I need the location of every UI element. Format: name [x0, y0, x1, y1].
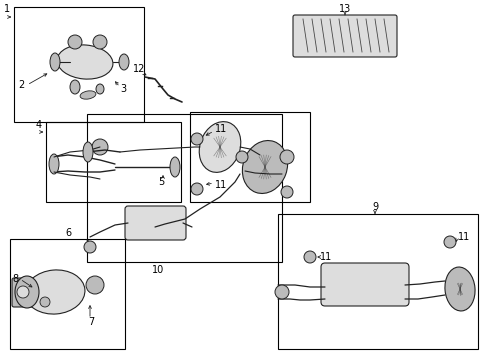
Text: 3: 3	[120, 84, 126, 94]
Circle shape	[191, 133, 203, 145]
Ellipse shape	[50, 53, 60, 71]
Text: 11: 11	[214, 180, 227, 190]
Ellipse shape	[25, 270, 85, 314]
Circle shape	[191, 183, 203, 195]
Bar	[14, 7, 144, 122]
Circle shape	[274, 285, 288, 299]
Ellipse shape	[199, 122, 240, 172]
Text: 11: 11	[214, 124, 227, 134]
Ellipse shape	[170, 157, 180, 177]
Text: 11: 11	[457, 232, 469, 242]
Text: 5: 5	[158, 177, 164, 187]
Circle shape	[93, 35, 107, 49]
Circle shape	[92, 139, 108, 155]
Ellipse shape	[49, 154, 59, 174]
FancyBboxPatch shape	[320, 263, 408, 306]
Text: 7: 7	[88, 317, 94, 327]
Ellipse shape	[70, 80, 80, 94]
Ellipse shape	[444, 267, 474, 311]
Bar	[277, 214, 477, 349]
Bar	[190, 112, 309, 202]
Circle shape	[84, 241, 96, 253]
Text: 8: 8	[12, 274, 18, 284]
Text: 9: 9	[371, 202, 378, 212]
FancyBboxPatch shape	[292, 15, 396, 57]
Circle shape	[86, 276, 104, 294]
Circle shape	[280, 186, 292, 198]
Circle shape	[279, 150, 293, 164]
Circle shape	[236, 151, 247, 163]
Ellipse shape	[83, 142, 93, 162]
Circle shape	[443, 236, 455, 248]
Ellipse shape	[15, 276, 39, 308]
Text: 11: 11	[319, 252, 332, 262]
Text: 6: 6	[65, 228, 71, 238]
Circle shape	[40, 297, 50, 307]
Circle shape	[303, 251, 316, 263]
FancyBboxPatch shape	[12, 278, 34, 307]
Ellipse shape	[96, 84, 104, 94]
Ellipse shape	[80, 91, 96, 99]
Ellipse shape	[242, 141, 287, 193]
Ellipse shape	[57, 45, 113, 79]
Circle shape	[68, 35, 82, 49]
Text: 10: 10	[151, 265, 164, 275]
Text: 4: 4	[36, 120, 42, 130]
Text: 2: 2	[18, 80, 24, 90]
Text: 13: 13	[338, 4, 350, 14]
Ellipse shape	[119, 54, 129, 70]
Bar	[46, 122, 181, 202]
Circle shape	[17, 286, 29, 298]
FancyBboxPatch shape	[125, 206, 186, 240]
Bar	[87, 114, 281, 262]
Text: 12: 12	[133, 64, 145, 74]
Text: 1: 1	[4, 4, 10, 14]
Bar	[10, 239, 125, 349]
